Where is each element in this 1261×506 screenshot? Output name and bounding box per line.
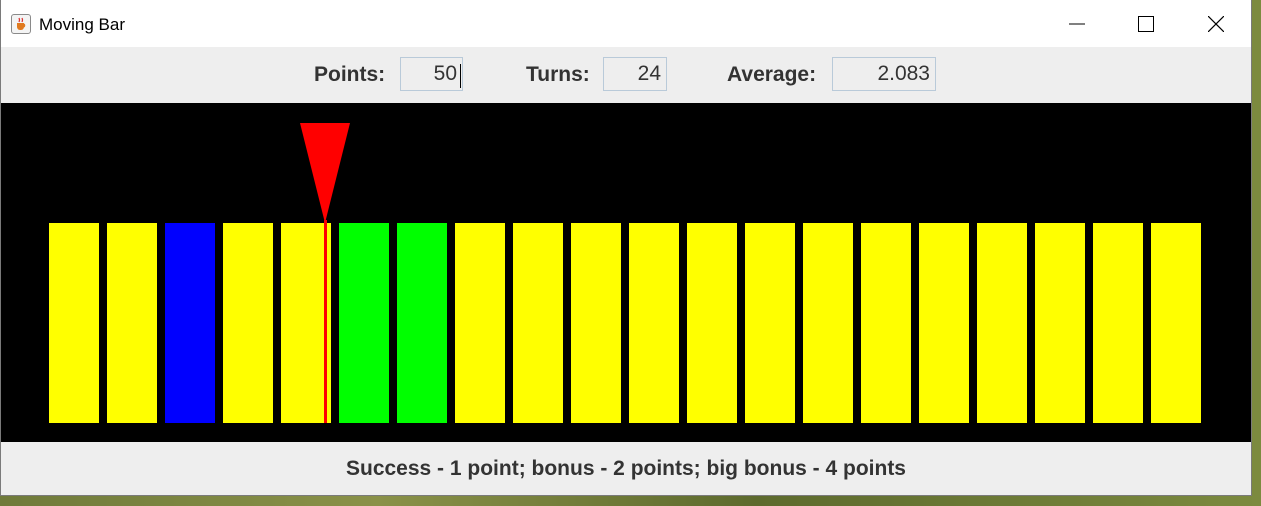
maximize-icon	[1138, 15, 1154, 32]
score-panel: Points: 50 Turns: 24 Average: 2.083	[1, 47, 1251, 103]
game-bar	[165, 223, 215, 423]
pointer-arrow	[300, 123, 350, 223]
window-title: Moving Bar	[39, 15, 125, 34]
game-bar	[107, 223, 157, 423]
pointer-line	[324, 220, 327, 423]
game-bar	[629, 223, 679, 423]
close-button[interactable]	[1193, 0, 1239, 47]
scoring-rules-text: Success - 1 point; bonus - 2 points; big…	[345, 457, 906, 480]
maximize-button[interactable]	[1123, 0, 1169, 47]
close-icon	[1208, 15, 1224, 32]
status-footer: Success - 1 point; bonus - 2 points; big…	[1, 442, 1251, 495]
text-caret	[460, 64, 461, 88]
average-label: Average:	[727, 63, 817, 86]
points-field[interactable]: 50	[400, 57, 463, 91]
app-window: Moving Bar Points: 50 Turns: 24 Average:…	[1, 0, 1251, 495]
average-field[interactable]: 2.083	[832, 57, 936, 91]
game-bar	[861, 223, 911, 423]
java-cup-icon	[11, 14, 31, 34]
game-bar	[281, 223, 331, 423]
points-label: Points:	[314, 63, 386, 86]
game-bar	[977, 223, 1027, 423]
game-bar	[919, 223, 969, 423]
game-bar	[1035, 223, 1085, 423]
turns-label: Turns:	[526, 63, 590, 86]
title-bar[interactable]: Moving Bar	[1, 0, 1251, 47]
game-bar	[687, 223, 737, 423]
game-bar	[339, 223, 389, 423]
game-bar	[513, 223, 563, 423]
minimize-button[interactable]	[1054, 0, 1100, 47]
turns-field[interactable]: 24	[603, 57, 667, 91]
game-bar	[1093, 223, 1143, 423]
game-bar	[803, 223, 853, 423]
game-bar	[745, 223, 795, 423]
game-bar	[49, 223, 99, 423]
minimize-icon	[1069, 23, 1085, 24]
game-bar	[397, 223, 447, 423]
game-bar	[571, 223, 621, 423]
game-bar	[455, 223, 505, 423]
game-canvas[interactable]	[1, 103, 1251, 442]
game-bar	[223, 223, 273, 423]
game-bar	[1151, 223, 1201, 423]
